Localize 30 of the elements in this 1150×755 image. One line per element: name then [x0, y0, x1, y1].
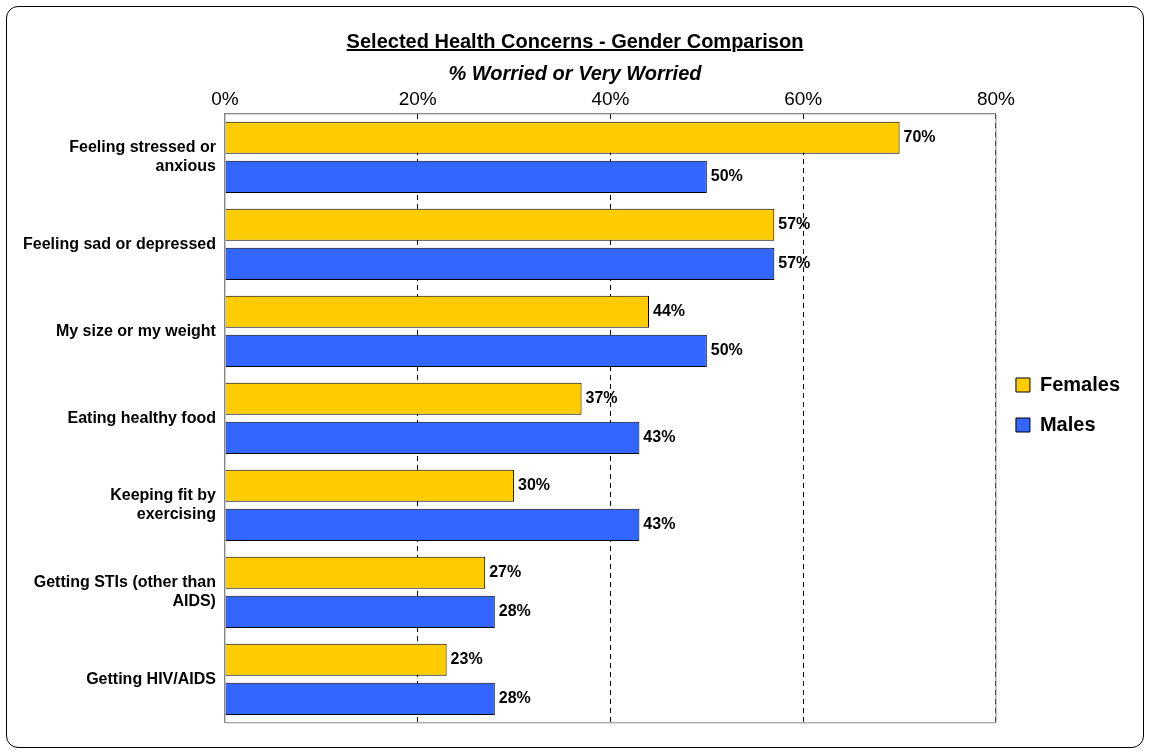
data-label: 27%: [489, 563, 522, 581]
x-tick-label: 20%: [398, 87, 437, 109]
data-label: 28%: [498, 602, 531, 620]
chart-title: Selected Health Concerns - Gender Comparison: [345, 30, 805, 53]
y-tick-label: Getting STIs (other than AIDS): [33, 573, 216, 610]
y-tick-label: Feeling sad or depressed: [23, 234, 216, 252]
data-label: 57%: [778, 254, 811, 272]
data-label: 23%: [450, 650, 483, 668]
y-tick-label: Keeping fit by exercising: [110, 486, 217, 523]
x-tick-label: 40%: [591, 87, 630, 109]
data-label: 28%: [498, 689, 531, 707]
x-tick-label: 0%: [211, 87, 239, 109]
y-tick-label: Feeling stressed or anxious: [69, 138, 217, 175]
y-tick-label: Eating healthy food: [67, 408, 216, 426]
data-label: 44%: [653, 302, 686, 320]
data-label: 37%: [585, 389, 618, 407]
data-label: 50%: [710, 167, 743, 185]
data-label: 43%: [643, 515, 676, 533]
legend-label: Females: [1039, 372, 1121, 395]
data-label: 43%: [643, 428, 676, 446]
x-tick-label: 80%: [976, 87, 1016, 109]
data-label: 70%: [903, 128, 936, 146]
data-label: 50%: [710, 341, 743, 359]
legend-label: Males: [1039, 412, 1096, 435]
chart-subtitle: % Worried or Very Worried: [447, 62, 703, 85]
y-tick-label: Getting HIV/AIDS: [86, 669, 217, 687]
y-tick-label: My size or my weight: [55, 321, 217, 339]
x-tick-label: 60%: [784, 87, 823, 109]
data-label: 57%: [778, 215, 811, 233]
data-label: 30%: [518, 476, 551, 494]
